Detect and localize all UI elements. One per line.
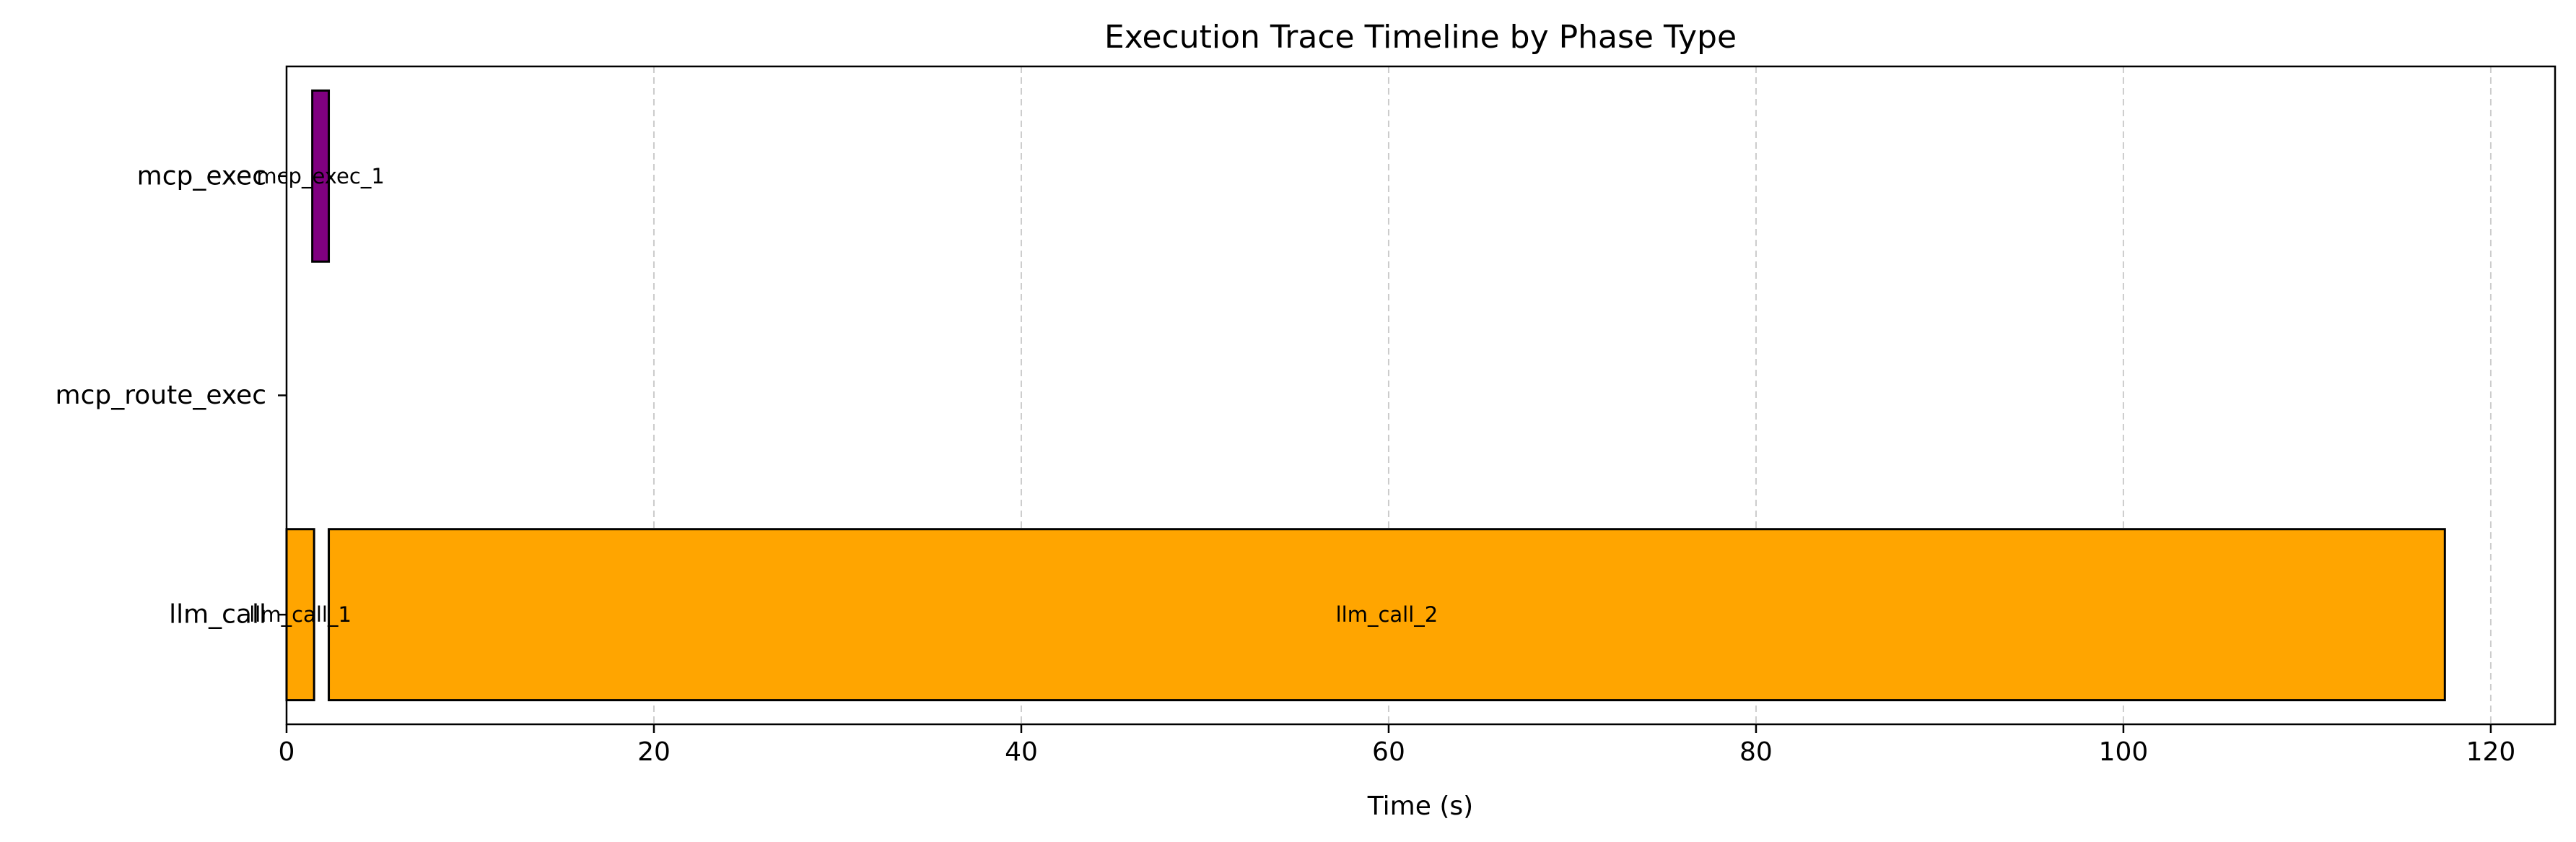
y-tick-label: mcp_exec	[137, 161, 266, 191]
y-tick-label: mcp_route_exec	[56, 381, 266, 410]
x-tick-label: 60	[1372, 737, 1405, 767]
x-tick-label: 100	[2099, 737, 2149, 767]
x-tick-label: 120	[2466, 737, 2516, 767]
x-tick-label: 0	[279, 737, 295, 767]
bar-label: llm_call_2	[1336, 602, 1438, 627]
chart-title: Execution Trace Timeline by Phase Type	[1104, 19, 1737, 56]
x-tick-label: 80	[1739, 737, 1773, 767]
x-tick-label: 40	[1005, 737, 1038, 767]
x-axis-label: Time (s)	[1367, 791, 1473, 821]
y-tick-label: llm_call	[169, 600, 266, 630]
x-tick-label: 20	[637, 737, 671, 767]
bar-label: mcp_exec_1	[256, 164, 384, 188]
